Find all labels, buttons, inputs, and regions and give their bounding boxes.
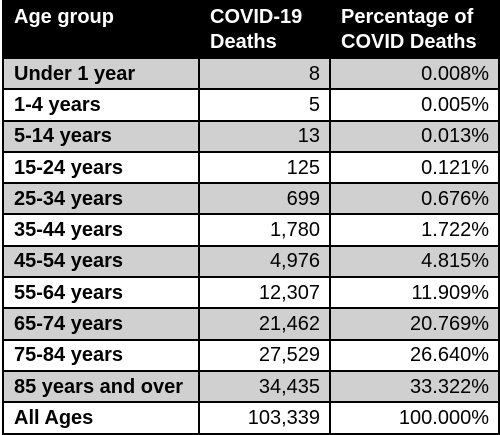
age-group-cell: All Ages (2, 401, 200, 435)
deaths-cell: 34,435 (198, 369, 331, 404)
deaths-cell: 13 (198, 119, 331, 153)
percentage-cell: 33.322% (329, 369, 500, 404)
age-group-cell: 65-74 years (2, 307, 200, 341)
header-covid-deaths-line-2: Deaths (210, 31, 277, 53)
deaths-cell: 8 (198, 56, 331, 91)
percentage-cell: 0.013% (329, 119, 500, 153)
deaths-cell: 1,780 (198, 213, 331, 247)
table-row: 1-4 years 5 0.005% (2, 88, 500, 122)
table-body: Under 1 year 8 0.008% 1-4 years 5 0.005% 5-14 … (2, 56, 500, 435)
table-row: Under 1 year 8 0.008% (2, 56, 500, 91)
percentage-cell: 0.676% (329, 182, 500, 216)
age-group-cell: 1-4 years (2, 88, 200, 122)
percentage-cell: 11.909% (329, 276, 500, 310)
age-group-cell: 25-34 years (2, 182, 200, 216)
age-group-cell: 15-24 years (2, 150, 200, 185)
percentage-cell: 0.005% (329, 88, 500, 122)
percentage-cell: 26.640% (329, 338, 500, 372)
table-row: 35-44 years 1,780 1.722% (2, 213, 500, 247)
table-row: 45-54 years 4,976 4.815% (2, 244, 500, 279)
age-group-cell: 55-64 years (2, 276, 200, 310)
age-group-cell: 45-54 years (2, 244, 200, 279)
table-header: Age group COVID-19 Deaths Percentage of … (2, 0, 500, 59)
deaths-cell: 4,976 (198, 244, 331, 279)
age-group-cell: 75-84 years (2, 338, 200, 372)
deaths-cell: 12,307 (198, 276, 331, 310)
percentage-cell: 0.008% (329, 56, 500, 91)
deaths-cell: 21,462 (198, 307, 331, 341)
deaths-cell: 103,339 (198, 401, 331, 435)
percentage-cell: 100.000% (329, 401, 500, 435)
table-row: 55-64 years 12,307 11.909% (2, 276, 500, 310)
age-group-cell: 35-44 years (2, 213, 200, 247)
table-row: 25-34 years 699 0.676% (2, 182, 500, 216)
header-covid-deaths: COVID-19 Deaths (198, 0, 331, 59)
deaths-cell: 125 (198, 150, 331, 185)
header-age-group: Age group (2, 0, 200, 59)
percentage-cell: 20.769% (329, 307, 500, 341)
header-percentage-line-1: Percentage of (341, 6, 474, 28)
table-row: 85 years and over 34,435 33.322% (2, 369, 500, 404)
deaths-cell: 5 (198, 88, 331, 122)
percentage-cell: 0.121% (329, 150, 500, 185)
age-group-cell: 5-14 years (2, 119, 200, 153)
table-row: All Ages 103,339 100.000% (2, 401, 500, 435)
header-row: Age group COVID-19 Deaths Percentage of … (2, 0, 500, 59)
header-age-group-line-1: Age group (14, 6, 114, 28)
percentage-cell: 4.815% (329, 244, 500, 279)
deaths-cell: 699 (198, 182, 331, 216)
table-row: 75-84 years 27,529 26.640% (2, 338, 500, 372)
percentage-cell: 1.722% (329, 213, 500, 247)
age-group-cell: 85 years and over (2, 369, 200, 404)
header-percentage-line-2: COVID Deaths (341, 31, 477, 53)
deaths-cell: 27,529 (198, 338, 331, 372)
header-covid-deaths-line-1: COVID-19 (210, 6, 303, 28)
table-row: 15-24 years 125 0.121% (2, 150, 500, 185)
header-percentage: Percentage of COVID Deaths (329, 0, 500, 59)
age-group-cell: Under 1 year (2, 56, 200, 91)
table-row: 5-14 years 13 0.013% (2, 119, 500, 153)
table-row: 65-74 years 21,462 20.769% (2, 307, 500, 341)
